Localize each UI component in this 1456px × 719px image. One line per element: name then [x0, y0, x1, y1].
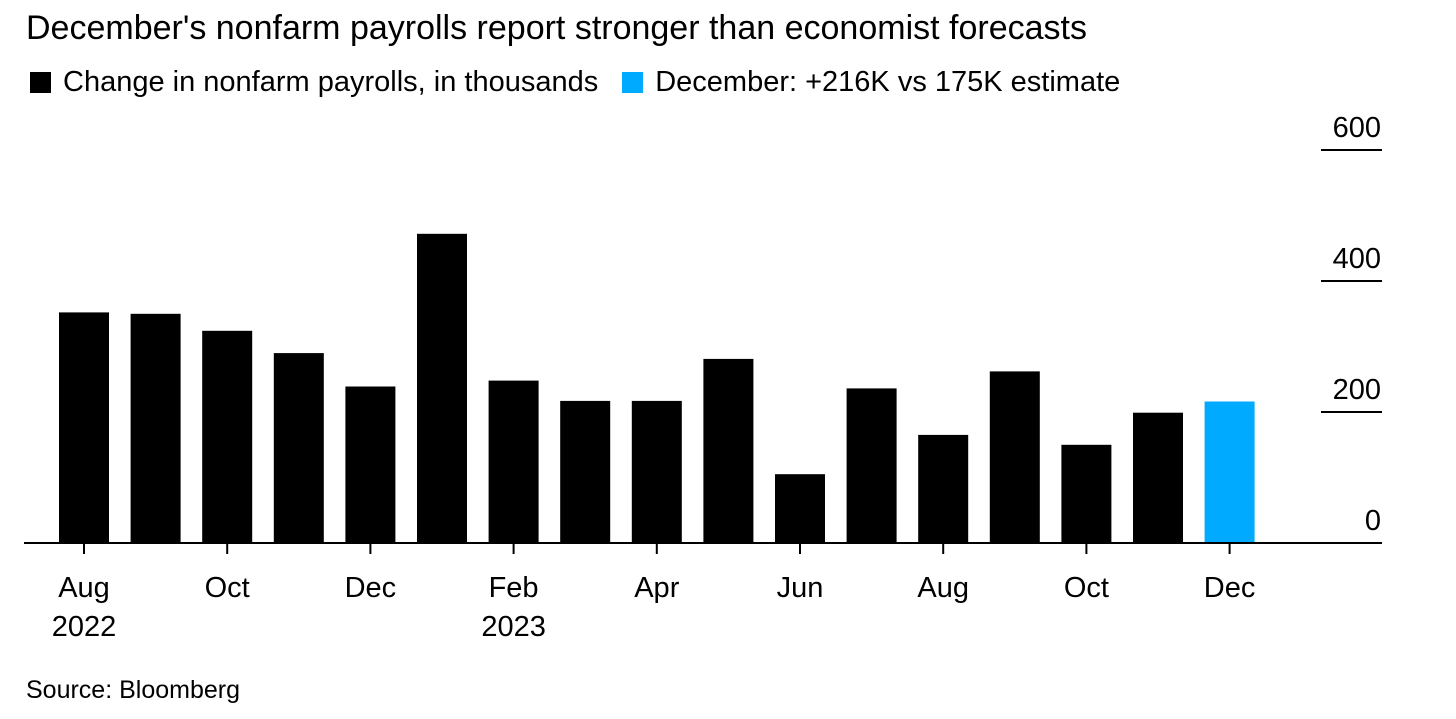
bar-oct-2023	[1061, 444, 1112, 544]
source-note: Source: Bloomberg	[26, 676, 241, 704]
x-tick-label-4: Dec	[345, 572, 397, 604]
legend-label-december: December: +216K vs 175K estimate	[655, 66, 1121, 98]
bar-sep-2023	[989, 371, 1040, 543]
x-tick-label-6: Feb	[489, 572, 539, 604]
legend-swatch-december	[622, 71, 644, 93]
legend-swatch-payrolls	[30, 71, 51, 93]
bar-apr-2023	[631, 400, 682, 543]
bar-sep-2022	[130, 313, 181, 544]
x-tick-year-label-0: 2022	[52, 611, 117, 643]
bar-jul-2023	[846, 388, 897, 543]
x-tick-year-label-6: 2023	[481, 611, 546, 643]
chart-title: December's nonfarm payrolls report stron…	[26, 9, 1087, 47]
bar-mar-2023	[560, 400, 611, 543]
legend-label-payrolls: Change in nonfarm payrolls, in thousands	[63, 66, 599, 98]
bar-feb-2023	[488, 380, 539, 543]
x-tick-label-10: Jun	[777, 572, 824, 604]
bar-dec-2023	[1204, 401, 1255, 543]
legend-item-payrolls: Change in nonfarm payrolls, in thousands	[30, 64, 598, 100]
x-tick-label-16: Dec	[1204, 572, 1256, 604]
x-tick-label-14: Oct	[1064, 572, 1109, 604]
bar-nov-2023	[1133, 412, 1183, 543]
x-tick-label-2: Oct	[205, 572, 250, 604]
legend-item-december: December: +216K vs 175K estimate	[622, 64, 1120, 100]
x-tick-label-12: Aug	[917, 572, 969, 604]
bar-jun-2023	[775, 474, 825, 543]
bar-nov-2022	[273, 353, 324, 543]
bar-may-2023	[703, 358, 754, 543]
bar-dec-2022	[345, 386, 396, 543]
bar-aug-2022	[59, 312, 109, 543]
y-tick-label-400: 400	[1333, 243, 1381, 275]
bar-jan-2023	[417, 233, 467, 544]
bar-aug-2023	[918, 434, 969, 543]
x-tick-label-0: Aug	[58, 572, 110, 604]
bar-oct-2022	[202, 330, 253, 543]
y-tick-label-0: 0	[1365, 505, 1381, 537]
legend: Change in nonfarm payrolls, in thousands…	[30, 64, 1144, 100]
x-tick-label-8: Apr	[634, 572, 679, 604]
y-tick-label-200: 200	[1333, 374, 1381, 406]
y-tick-label-600: 600	[1333, 112, 1381, 144]
